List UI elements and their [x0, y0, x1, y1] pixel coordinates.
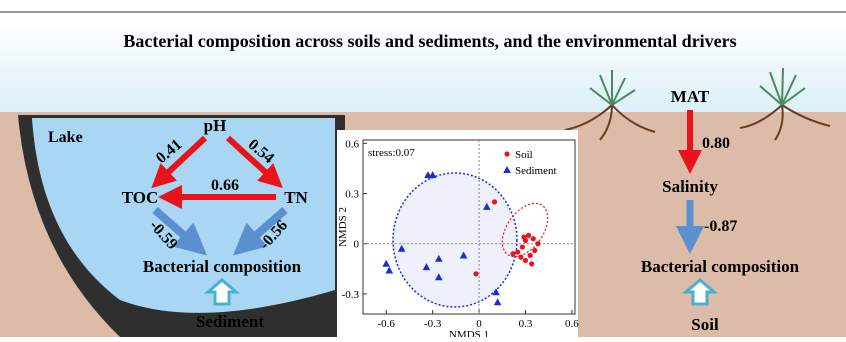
point: [531, 236, 536, 241]
point: [523, 258, 528, 263]
y-tick-label: 0.6: [345, 138, 359, 150]
ph-node: pH: [204, 116, 227, 135]
point: [492, 199, 497, 204]
point: [473, 271, 478, 276]
edge-label: -0.87: [704, 218, 737, 235]
edge-label: 0.80: [702, 135, 730, 152]
bacteria-node: Bacterial composition: [641, 257, 800, 276]
point: [511, 251, 516, 256]
point: [535, 241, 540, 246]
point: [526, 233, 531, 238]
edge-label: 0.66: [211, 177, 239, 194]
graphical-abstract: Bacterial composition across soils and s…: [0, 0, 846, 337]
y-tick-label: 0: [354, 239, 360, 251]
mat-node: MAT: [671, 87, 710, 106]
x-tick-label: -0.6: [378, 318, 396, 330]
point: [515, 249, 520, 254]
point: [532, 248, 537, 253]
x-axis-label: NMDS 1: [449, 329, 489, 337]
point: [528, 253, 533, 258]
x-tick-label: 0.3: [519, 318, 533, 330]
sediment-label: Sediment: [196, 312, 264, 331]
point: [529, 261, 534, 266]
legend-marker: [504, 151, 509, 156]
soil-patch: [345, 112, 425, 132]
legend-label: Soil: [515, 149, 533, 161]
legend-label: Sediment: [515, 165, 557, 177]
salinity-node: Salinity: [662, 177, 718, 196]
point: [520, 244, 525, 249]
point: [518, 255, 523, 260]
soil-label: Soil: [691, 315, 719, 334]
title: Bacterial composition across soils and s…: [123, 31, 736, 51]
y-tick-label: -0.3: [342, 289, 360, 301]
sediment-ellipse: [393, 173, 517, 307]
y-tick-label: 0.3: [345, 189, 359, 201]
toc-node: TOC: [122, 188, 159, 207]
point: [521, 234, 526, 239]
lake-label: Lake: [48, 129, 83, 146]
stress-annotation: stress:0.07: [368, 147, 415, 159]
tn-node: TN: [284, 188, 308, 207]
x-tick-label: 0.6: [565, 318, 579, 330]
bacteria-node: Bacterial composition: [143, 257, 302, 276]
y-axis-label: NMDS 2: [337, 207, 349, 247]
x-tick-label: -0.3: [424, 318, 442, 330]
